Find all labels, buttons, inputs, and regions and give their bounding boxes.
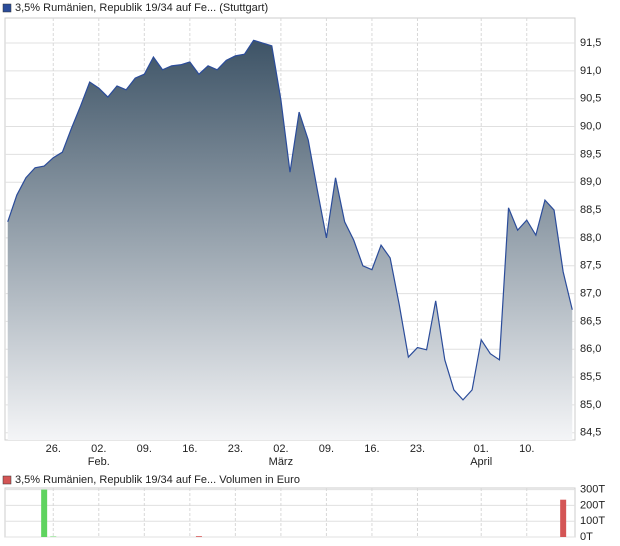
price-line <box>7 39 573 401</box>
y-tick-label: 89,0 <box>580 176 601 188</box>
x-month-label: März <box>269 456 293 468</box>
x-tick-label: 10. <box>519 443 534 455</box>
y-tick-label: 88,0 <box>580 232 601 244</box>
legend-label: 3,5% Rumänien, Republik 19/34 auf Fe... … <box>15 2 268 14</box>
x-tick-label: 23. <box>228 443 243 455</box>
x-tick-label: 09. <box>319 443 334 455</box>
volume-bar <box>41 489 48 537</box>
x-tick-label: 26. <box>46 443 61 455</box>
y-tick-label: 0T <box>580 531 593 543</box>
legend-swatch <box>2 475 12 485</box>
y-tick-label: 87,5 <box>580 260 601 272</box>
y-tick-label: 84,5 <box>580 427 601 439</box>
y-tick-label: 88,5 <box>580 204 601 216</box>
y-tick-label: 200T <box>580 499 605 511</box>
area <box>7 40 573 440</box>
x-tick-label: 02. <box>91 443 106 455</box>
y-tick-label: 100T <box>580 515 605 527</box>
y-tick-label: 90,0 <box>580 120 601 132</box>
volume-bar <box>195 536 202 537</box>
x-tick-label: 09. <box>137 443 152 455</box>
y-tick-label: 300T <box>580 483 605 495</box>
x-tick-label: 16. <box>182 443 197 455</box>
y-tick-label: 89,5 <box>580 148 601 160</box>
legend-label: 3,5% Rumänien, Republik 19/34 auf Fe... … <box>15 474 300 486</box>
x-tick-label: 01. <box>474 443 489 455</box>
legend-swatch <box>2 3 12 13</box>
y-tick-label: 86,0 <box>580 343 601 355</box>
y-tick-label: 91,0 <box>580 65 601 77</box>
volume-bar <box>560 499 567 537</box>
y-tick-label: 85,5 <box>580 371 601 383</box>
x-tick-label: 16. <box>364 443 379 455</box>
x-tick-label: 02. <box>273 443 288 455</box>
y-tick-label: 85,0 <box>580 399 601 411</box>
y-tick-label: 91,5 <box>580 37 601 49</box>
x-tick-label: 23. <box>410 443 425 455</box>
y-tick-label: 86,5 <box>580 315 601 327</box>
x-month-label: April <box>470 456 492 468</box>
y-tick-label: 90,5 <box>580 93 601 105</box>
y-tick-label: 87,0 <box>580 287 601 299</box>
plot-area <box>4 487 576 538</box>
x-month-label: Feb. <box>88 456 110 468</box>
